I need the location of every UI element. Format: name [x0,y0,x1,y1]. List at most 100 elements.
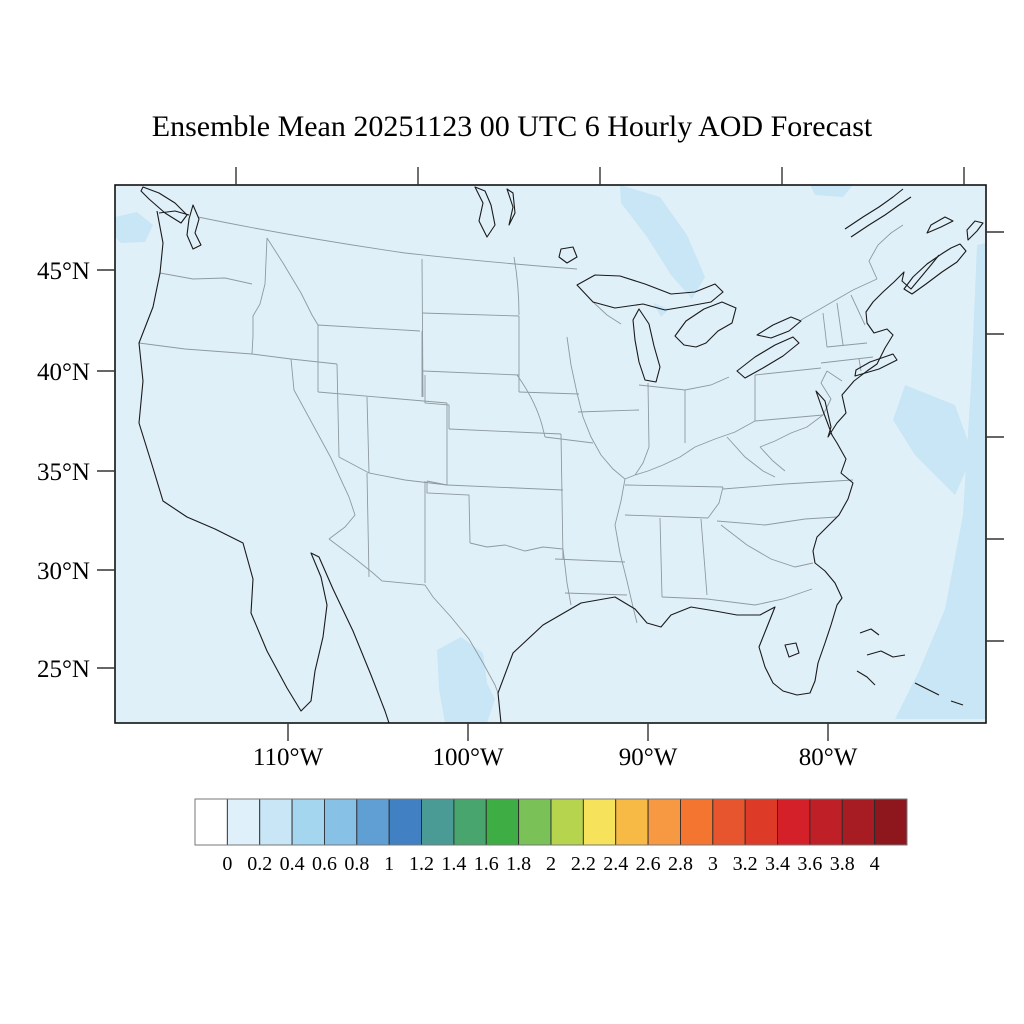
colorbar-tick-label: 0 [222,853,232,875]
lat-label: 35°N [37,459,90,486]
state-nd-sd [421,312,520,317]
patch-lake-superior [620,185,705,299]
colorbar-tick-label: 2.2 [571,853,596,875]
colorbar-segment [615,798,649,846]
colorbar-tick-label: 3.8 [830,853,855,875]
colorbar-tick-label: 3.6 [797,853,822,875]
state-missouri-river [516,374,546,438]
colorbar-segment [712,798,746,846]
coast-gulf-atlantic [497,254,940,723]
state-ia-mo [544,436,594,444]
colorbar-segment [485,798,520,846]
state-tn-south [624,514,709,519]
state-wa-or [159,272,253,285]
patch-superior-small [653,303,669,317]
state-nv-ut [336,363,340,458]
border-canada-east [800,224,904,321]
state-id-west [251,237,268,355]
map-background [115,185,986,723]
colorbar-tick-label: 0.2 [247,853,272,875]
latitude-labels: 45°N 40°N 35°N 30°N 25°N [37,258,90,683]
state-lat37-west [338,456,448,486]
state-il-in [634,382,650,476]
border-canada-west [197,216,578,270]
lat-label: 25°N [37,656,90,683]
colorbar-segment [356,798,390,846]
patch-atlantic-blob [893,385,973,495]
state-wyoming [317,324,448,404]
state-mn-ia [518,391,580,395]
colorbar-tick-label: 0.4 [280,853,305,875]
state-mo-ar [554,558,626,563]
lake-okeechobee [784,642,800,658]
patch-pacific-nw [115,212,153,243]
state-ne-step [424,375,450,429]
plot-title: Ensemble Mean 20251123 00 UTC 6 Hourly A… [151,110,873,143]
colorbar-segment [680,798,714,846]
state-tx-east [562,548,572,606]
state-delaware-river [820,370,832,416]
state-tn-east [707,486,724,519]
state-ky-tn [624,484,724,488]
state-ky-va [726,436,776,478]
colorbar-segment [421,798,455,846]
state-potomac [759,414,824,448]
colorbar-segment [874,798,908,846]
state-ok-panhandle [426,480,471,544]
state-ks-ne [448,428,562,435]
state-mi-south [638,376,730,391]
lon-label: 100°W [432,744,503,771]
state-ohio-river [624,420,756,480]
axis-ticks [97,167,1004,741]
state-sd-ne [422,370,520,376]
coast-long-island [854,353,898,377]
coast-pacific-baja [138,210,390,723]
colorbar-segment [647,798,681,846]
lake-superior [576,274,724,311]
state-va-nc [722,479,854,490]
patch-atlantic-band [895,243,986,719]
lon-label: 80°W [799,744,858,771]
coast-vancouver-island [140,186,188,224]
lake-huron [674,301,737,348]
colorbar-tick-label: 3.2 [733,853,758,875]
state-ca-nv [290,358,356,540]
state-new-england [820,294,874,382]
lake-erie [736,336,800,379]
lat-label: 30°N [37,558,90,585]
coast-puget-sound [158,204,202,250]
state-borders [138,216,904,694]
state-red-river-tx [469,542,564,552]
state-ut-co [366,396,370,474]
colorbar-segment [453,798,487,846]
state-lat42 [138,342,338,365]
colorbar-tick-label: 1.8 [506,853,531,875]
lake-michigan [632,308,661,383]
canadian-lakes [474,186,578,264]
colorbar-tick-label: 1.6 [474,853,499,875]
state-mo-west [560,433,564,560]
colorbar-frame [194,798,908,846]
colorbar-segment [744,798,778,846]
colorbar-tick-label: 1 [384,853,394,875]
lake-ontario [756,316,802,339]
state-id-mt [266,237,319,326]
colorbar-segment [324,798,358,846]
colorbar-tick-label: 3 [708,853,718,875]
colorbar-segment [388,798,422,846]
coast-bahamas [856,628,964,706]
colorbar-segment [194,798,228,846]
colorbar-tick-label: 2.4 [603,853,628,875]
colorbar-segment [809,798,843,846]
state-ga-sc [720,524,814,568]
state-fl-north [661,588,813,606]
patch-top-center [810,185,853,197]
state-up-border [592,301,622,325]
border-mexico [328,538,499,694]
coast-nova-scotia [903,243,967,295]
colorbar-tick-label: 2 [546,853,556,875]
coastlines [138,186,984,723]
colorbar-segment [550,798,584,846]
